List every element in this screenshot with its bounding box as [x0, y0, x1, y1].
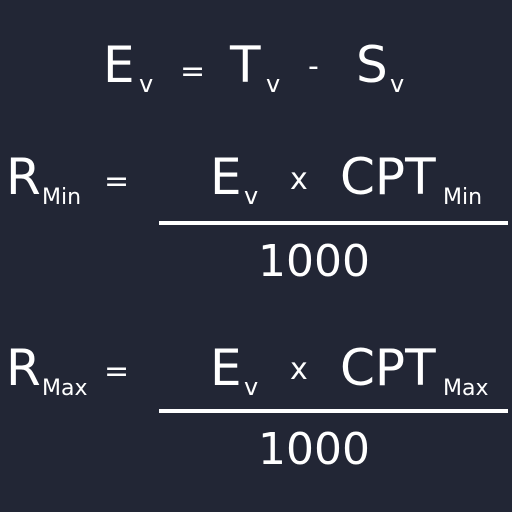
r-symbol: R	[6, 339, 41, 397]
t-symbol: T	[230, 36, 261, 94]
minus-sign: -	[308, 49, 319, 84]
t-subscript: v	[266, 70, 281, 98]
fraction-bar	[159, 221, 508, 225]
numerator-e-subscript: v	[244, 373, 259, 401]
fraction-bar	[159, 409, 508, 413]
numerator-e-subscript: v	[244, 182, 259, 210]
denominator: 1000	[258, 424, 370, 475]
e-subscript: v	[139, 70, 154, 98]
equals-sign: =	[104, 354, 130, 389]
cpt-max-subscript: Max	[443, 376, 489, 401]
cpt-min-subscript: Min	[443, 185, 483, 210]
numerator-e-symbol: E	[210, 339, 242, 397]
e-symbol: E	[103, 36, 135, 94]
equals-sign: =	[180, 54, 206, 89]
cpt-symbol: CPT	[340, 339, 436, 397]
s-symbol: S	[356, 36, 388, 94]
r-symbol: R	[6, 148, 41, 206]
numerator-e-symbol: E	[210, 148, 242, 206]
r-min-subscript: Min	[42, 185, 82, 210]
times-sign: x	[290, 162, 308, 197]
times-sign: x	[290, 352, 308, 387]
r-max-subscript: Max	[42, 376, 88, 401]
denominator: 1000	[258, 236, 370, 287]
equals-sign: =	[104, 164, 130, 199]
s-subscript: v	[390, 70, 405, 98]
cpt-symbol: CPT	[340, 148, 436, 206]
